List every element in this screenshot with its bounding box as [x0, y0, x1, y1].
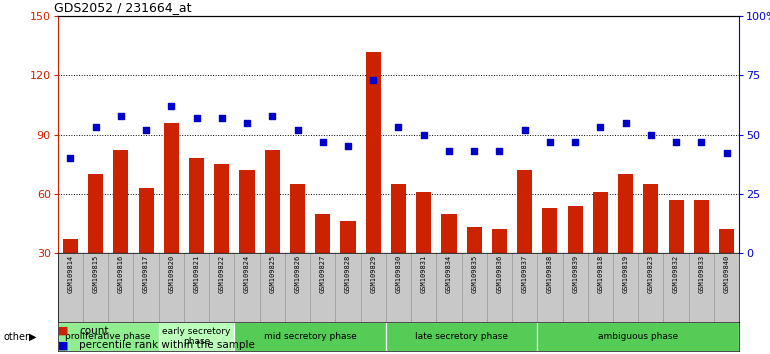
- Bar: [719, 229, 734, 313]
- Bar: [290, 184, 305, 313]
- Text: ▶: ▶: [29, 332, 37, 342]
- Point: [721, 151, 733, 156]
- Bar: [391, 184, 406, 313]
- Text: GSM109819: GSM109819: [623, 255, 628, 293]
- Bar: [467, 227, 482, 313]
- Bar: [340, 222, 356, 313]
- Point: [443, 148, 455, 154]
- Bar: [643, 184, 658, 313]
- Point: [216, 115, 228, 121]
- Point: [468, 148, 480, 154]
- Text: GSM109833: GSM109833: [698, 255, 705, 293]
- Text: GSM109829: GSM109829: [370, 255, 377, 293]
- Bar: [113, 150, 129, 313]
- Text: GSM109818: GSM109818: [598, 255, 604, 293]
- Text: GSM109822: GSM109822: [219, 255, 225, 293]
- Bar: [265, 150, 280, 313]
- Bar: [416, 192, 431, 313]
- Text: GDS2052 / 231664_at: GDS2052 / 231664_at: [54, 1, 192, 14]
- Bar: [593, 192, 608, 313]
- Bar: [189, 158, 204, 313]
- Text: GSM109837: GSM109837: [521, 255, 527, 293]
- Text: GSM109826: GSM109826: [294, 255, 300, 293]
- Text: ■: ■: [58, 326, 69, 336]
- Text: GSM109821: GSM109821: [193, 255, 199, 293]
- Point: [367, 77, 380, 83]
- Text: GSM109816: GSM109816: [118, 255, 124, 293]
- Bar: [668, 200, 684, 313]
- Text: GSM109820: GSM109820: [169, 255, 174, 293]
- Bar: [386, 322, 537, 351]
- Bar: [315, 213, 330, 313]
- Text: proliferative phase: proliferative phase: [65, 332, 151, 341]
- Bar: [537, 322, 739, 351]
- Bar: [139, 188, 154, 313]
- Bar: [159, 322, 234, 351]
- Bar: [88, 174, 103, 313]
- Text: GSM109830: GSM109830: [396, 255, 401, 293]
- Point: [644, 132, 657, 137]
- Bar: [58, 322, 159, 351]
- Text: ambiguous phase: ambiguous phase: [598, 332, 678, 341]
- Point: [494, 148, 506, 154]
- Text: GSM109814: GSM109814: [67, 255, 73, 293]
- Point: [291, 127, 303, 133]
- Text: GSM109834: GSM109834: [446, 255, 452, 293]
- Point: [115, 113, 127, 118]
- Text: GSM109836: GSM109836: [497, 255, 503, 293]
- Bar: [164, 123, 179, 313]
- Bar: [234, 322, 386, 351]
- Text: other: other: [4, 332, 30, 342]
- Text: GSM109817: GSM109817: [143, 255, 149, 293]
- Bar: [441, 213, 457, 313]
- Text: GSM109815: GSM109815: [92, 255, 99, 293]
- Text: GSM109832: GSM109832: [673, 255, 679, 293]
- Text: GSM109827: GSM109827: [320, 255, 326, 293]
- Text: GSM109835: GSM109835: [471, 255, 477, 293]
- Text: early secretory
phase: early secretory phase: [162, 327, 231, 346]
- Text: ■: ■: [58, 340, 69, 350]
- Point: [670, 139, 682, 144]
- Bar: [694, 200, 709, 313]
- Text: percentile rank within the sample: percentile rank within the sample: [79, 340, 255, 350]
- Point: [89, 125, 102, 130]
- Point: [518, 127, 531, 133]
- Point: [342, 144, 354, 149]
- Text: GSM109840: GSM109840: [724, 255, 730, 293]
- Text: late secretory phase: late secretory phase: [415, 332, 508, 341]
- Point: [569, 139, 581, 144]
- Point: [417, 132, 430, 137]
- Bar: [366, 52, 381, 313]
- Bar: [239, 170, 255, 313]
- Text: GSM109824: GSM109824: [244, 255, 250, 293]
- Bar: [63, 239, 78, 313]
- Bar: [492, 229, 507, 313]
- Text: count: count: [79, 326, 109, 336]
- Bar: [517, 170, 532, 313]
- Point: [266, 113, 279, 118]
- Text: GSM109838: GSM109838: [547, 255, 553, 293]
- Text: mid secretory phase: mid secretory phase: [264, 332, 357, 341]
- Bar: [542, 208, 557, 313]
- Text: GSM109839: GSM109839: [572, 255, 578, 293]
- Text: GSM109831: GSM109831: [420, 255, 427, 293]
- Point: [140, 127, 152, 133]
- Point: [64, 155, 76, 161]
- Point: [594, 125, 607, 130]
- Point: [392, 125, 404, 130]
- Point: [190, 115, 203, 121]
- Point: [695, 139, 708, 144]
- Point: [544, 139, 556, 144]
- Bar: [567, 206, 583, 313]
- Text: GSM109828: GSM109828: [345, 255, 351, 293]
- Point: [165, 103, 177, 109]
- Point: [316, 139, 329, 144]
- Point: [241, 120, 253, 126]
- Point: [619, 120, 631, 126]
- Bar: [214, 164, 229, 313]
- Text: GSM109825: GSM109825: [270, 255, 276, 293]
- Text: GSM109823: GSM109823: [648, 255, 654, 293]
- Bar: [618, 174, 633, 313]
